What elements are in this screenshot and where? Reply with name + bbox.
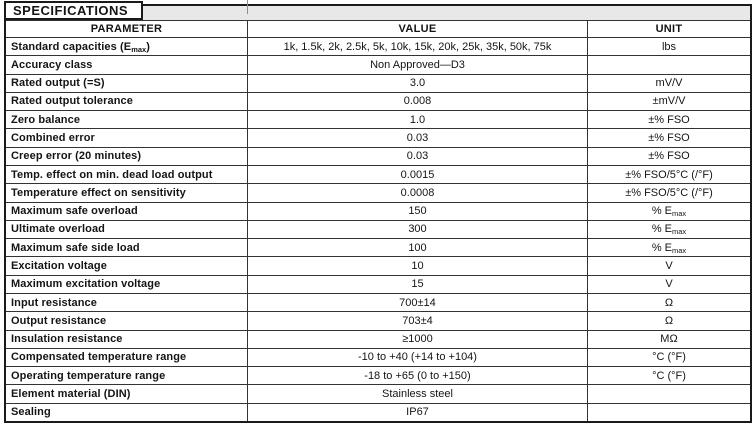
parameter-cell: Maximum safe side load [6,239,248,257]
parameter-cell: Creep error (20 minutes) [6,147,248,165]
parameter-cell: Insulation resistance [6,330,248,348]
unit-cell [588,404,750,421]
table-row: Excitation voltage 10 V [6,256,750,275]
column-header-value: VALUE [248,21,588,37]
table-row: Combined error 0.03 ±% FSO [6,128,750,147]
title-band: SPECIFICATIONS [4,0,750,20]
unit-cell [588,385,750,402]
unit-cell: ±% FSO/5°C (/°F) [625,168,713,181]
table-row: Sealing IP67 [6,402,750,421]
scan-artifact-line [247,0,248,14]
unit-cell: ±% FSO/5°C (/°F) [625,186,713,199]
parameter-cell: Zero balance [6,111,248,129]
value-cell: 0.03 [248,147,588,165]
parameter-cell: Compensated temperature range [6,348,248,367]
parameter-cell: Element material (DIN) [6,385,248,403]
value-cell: Non Approved—D3 [248,56,588,74]
table-title: SPECIFICATIONS [4,1,143,20]
value-cell: 1.0 [248,111,588,129]
value-cell: 703±4 [248,312,588,330]
parameter-cell: Excitation voltage [6,257,248,275]
value-cell: 15 [248,275,588,293]
value-cell: Stainless steel [248,385,588,403]
table-row: Standard capacities (E max) 1k, 1.5k, 2k, … [6,37,750,56]
unit-cell: MΩ [660,333,678,346]
table-row: Insulation resistance ≥1000 MΩ [6,329,750,348]
parameter-cell: Standard capacities (E max) [6,38,248,56]
table-row: Temp. effect on min. dead load output 0.0… [6,164,750,184]
unit-cell [588,56,750,73]
value-cell: 1k, 1.5k, 2k, 2.5k, 5k, 10k, 15k, 20k, 2… [248,38,588,56]
unit-cell: lbs [661,40,677,53]
value-cell: 100 [248,239,588,257]
parameter-cell: Rated output tolerance [6,92,248,111]
value-cell: -10 to +40 (+14 to +104) [248,348,588,367]
column-header-parameter: PARAMETER [6,21,248,37]
parameter-cell: Operating temperature range [6,367,248,385]
value-cell: IP67 [248,403,588,421]
table-row: Compensated temperature range -10 to +40 … [6,347,750,367]
table-header-row: PARAMETER VALUE UNIT [6,20,750,37]
value-cell: 10 [248,257,588,275]
table-row: Output resistance 703±4 Ω [6,311,750,330]
table-row: Rated output (=S) 3.0 mV/V [6,73,750,92]
parameter-cell: Output resistance [6,312,248,330]
table-row: Input resistance 700±14 Ω [6,292,750,312]
table-row: Zero balance 1.0 ±% FSO [6,110,750,129]
value-cell: 3.0 [248,74,588,92]
specifications-table: SPECIFICATIONS PARAMETER VALUE UNIT Stan… [4,0,752,423]
value-cell: 0.0015 [248,165,588,184]
unit-cell: mV/V [655,77,683,90]
parameter-cell: Ultimate overload [6,220,248,239]
unit-cell: ±mV/V [652,95,686,108]
value-cell: 0.03 [248,129,588,147]
table-row: Temperature effect on sensitivity 0.0008 ±… [6,183,750,202]
parameter-cell: Accuracy class [6,56,248,74]
value-cell: ≥1000 [248,330,588,348]
unit-cell: °C (°F) [652,369,686,382]
value-cell: 0.008 [248,92,588,111]
parameter-cell: Maximum safe overload [6,202,248,220]
parameter-cell: Sealing [6,403,248,421]
unit-cell: Ω [664,296,674,309]
table-row: Operating temperature range -18 to +65 (0… [6,366,750,385]
parameter-cell: Combined error [6,129,248,147]
value-cell: 700±14 [248,293,588,312]
unit-cell: ±% FSO [648,150,690,163]
value-cell: 300 [248,220,588,239]
unit-cell: V [665,260,673,273]
unit-cell: V [665,278,673,291]
value-cell: 0.0008 [248,184,588,202]
table-row: Element material (DIN) Stainless steel [6,384,750,403]
parameter-cell: Rated output (=S) [6,74,248,92]
parameter-cell: Temperature effect on sensitivity [6,184,248,202]
column-header-unit: UNIT [655,23,683,35]
value-cell: -18 to +65 (0 to +150) [248,367,588,385]
unit-cell: ±% FSO [648,132,690,145]
parameter-cell: Temp. effect on min. dead load output [6,165,248,184]
table-row: Maximum excitation voltage 15 V [6,274,750,293]
value-cell: 150 [248,202,588,220]
parameter-cell: Maximum excitation voltage [6,275,248,293]
unit-cell: Ω [664,314,674,327]
unit-cell: ±% FSO [648,113,690,126]
table-row: Accuracy class Non Approved—D3 [6,55,750,74]
unit-cell: °C (°F) [652,351,686,364]
parameter-cell: Input resistance [6,293,248,312]
table-row: Creep error (20 minutes) 0.03 ±% FSO [6,146,750,165]
table-row: Rated output tolerance 0.008 ±mV/V [6,91,750,111]
table-body: Standard capacities (E max) 1k, 1.5k, 2k, … [6,37,750,421]
